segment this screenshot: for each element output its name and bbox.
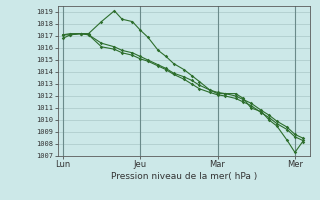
X-axis label: Pression niveau de la mer( hPa ): Pression niveau de la mer( hPa ) [111, 172, 257, 181]
